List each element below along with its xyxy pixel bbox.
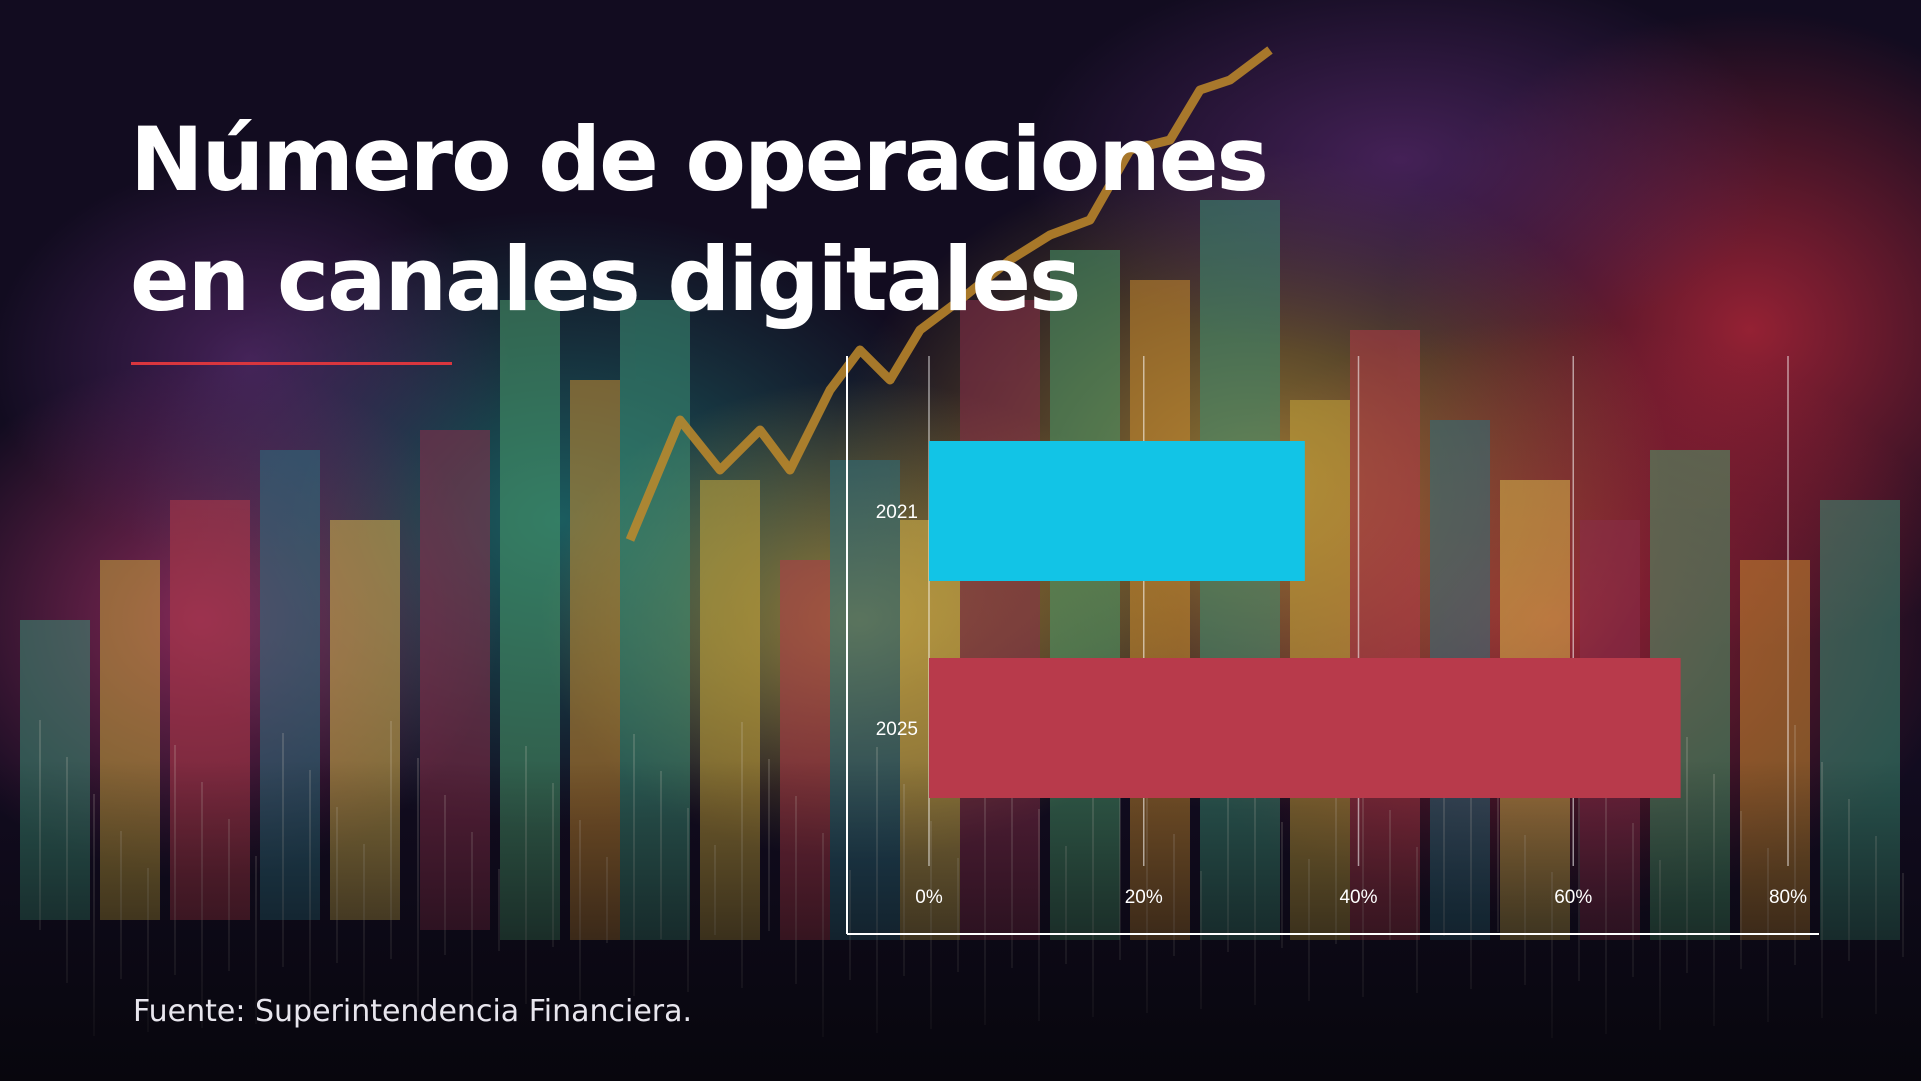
bar-2021 bbox=[929, 441, 1305, 581]
title-line-1: Número de operaciones bbox=[130, 108, 1269, 211]
category-label-2025: 2025 bbox=[876, 719, 918, 740]
title-line-2: en canales digitales bbox=[130, 228, 1081, 331]
x-tick-label: 60% bbox=[1554, 887, 1592, 908]
category-label-2021: 2021 bbox=[876, 502, 918, 523]
slide-title: Número de operaciones en canales digital… bbox=[130, 100, 1269, 340]
trend-line-decoration bbox=[625, 46, 1273, 542]
bar-2025 bbox=[929, 658, 1681, 798]
source-note: Fuente: Superintendencia Financiera. bbox=[133, 994, 693, 1029]
x-tick-label: 0% bbox=[915, 887, 943, 908]
title-underline bbox=[131, 362, 452, 365]
x-tick-label: 80% bbox=[1769, 887, 1807, 908]
x-tick-label: 40% bbox=[1339, 887, 1377, 908]
x-tick-label: 20% bbox=[1125, 887, 1163, 908]
